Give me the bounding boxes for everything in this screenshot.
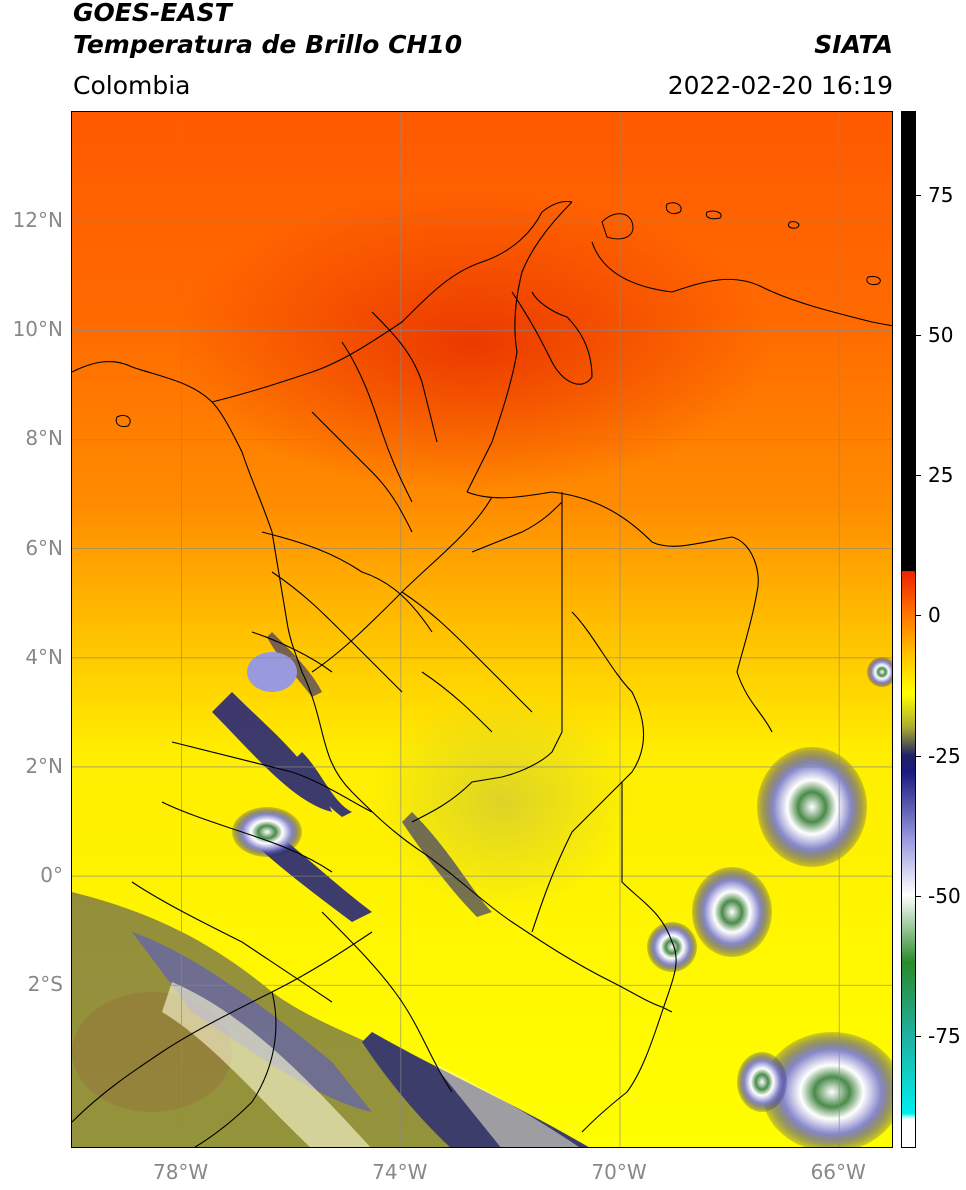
colorbar-tick (916, 895, 921, 897)
colorbar-tick-label: 50 (928, 323, 954, 348)
colorbar-tick-label: -75 (928, 1023, 961, 1048)
latitude-tick-label: 2°S (27, 972, 63, 997)
colorbar-tick (916, 1035, 921, 1037)
cold-cloud-bands (72, 632, 589, 1147)
satellite-title: GOES-EAST (73, 0, 232, 27)
colorbar-tick (916, 195, 921, 197)
cloud-cell (692, 867, 772, 957)
datetime-label: 2022-02-20 16:19 (667, 71, 893, 100)
colorbar-tick-label: 0 (928, 603, 941, 628)
longitude-tick-label: 74°W (372, 1160, 428, 1184)
colorbar-tick-label: -25 (928, 743, 961, 768)
colorbar-tick (916, 755, 921, 757)
colorbar-tick (916, 475, 921, 477)
latitude-tick-label: 6°N (25, 535, 63, 560)
colorbar-tick-label: 75 (928, 183, 954, 208)
cloud-cell (647, 922, 697, 972)
longitude-tick-label: 78°W (152, 1160, 209, 1184)
latitude-tick-label: 2°N (25, 753, 63, 778)
cloud-cell (757, 747, 867, 867)
latitude-tick-label: 12°N (12, 208, 63, 233)
latitude-tick-label: 0° (40, 863, 63, 888)
colorbar-tick (916, 335, 921, 337)
olive-region (372, 692, 632, 912)
latitude-tick-label: 10°N (12, 317, 63, 342)
caribbean-islands (115, 202, 881, 427)
product-title: Temperatura de Brillo CH10 (73, 30, 463, 59)
colorbar-tick-label: -50 (928, 883, 961, 908)
region-label: Colombia (73, 71, 191, 100)
cloud-cell (247, 652, 297, 692)
colorbar-tick (916, 615, 921, 617)
organization-label: SIATA (814, 30, 893, 59)
longitude-tick-label: 70°W (591, 1160, 647, 1184)
latitude-tick-label: 8°N (25, 426, 63, 451)
brightness-temperature-map (72, 112, 892, 1147)
cloud-cell (762, 1032, 892, 1147)
colorbar-tick-label: 25 (928, 463, 954, 488)
colorbar (901, 111, 916, 1148)
map-panel (71, 111, 893, 1148)
warm-region (172, 192, 772, 492)
political-borders (72, 200, 892, 1147)
cloud-cell (867, 657, 892, 687)
cloud-cell (737, 1052, 787, 1112)
graticule (72, 112, 892, 1147)
latitude-tick-label: 4°N (25, 644, 63, 669)
longitude-tick-label: 66°W (810, 1160, 866, 1184)
cloud-cell (232, 807, 302, 857)
